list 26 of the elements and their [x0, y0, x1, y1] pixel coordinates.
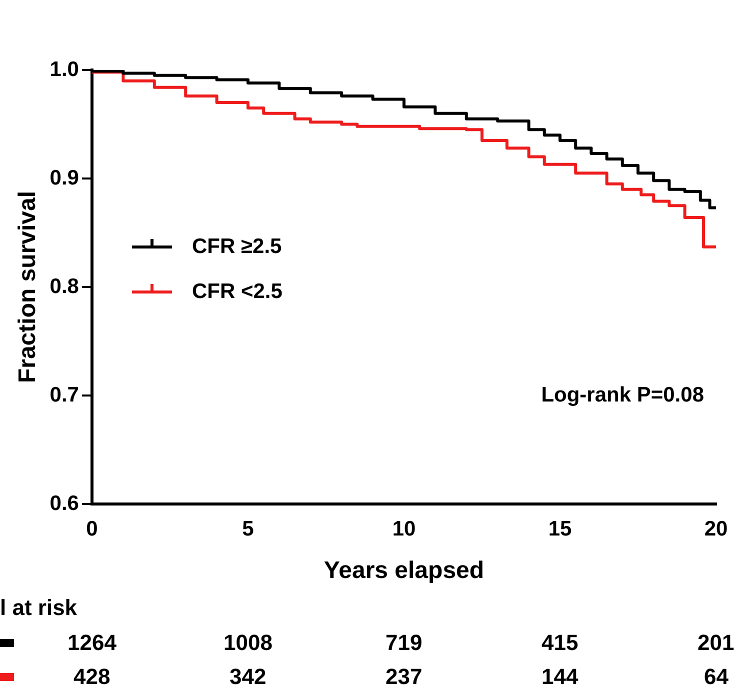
- x-tick-label: 5: [242, 517, 254, 540]
- y-tick-label: 0.8: [50, 274, 80, 298]
- y-axis-title: Fraction survival: [14, 190, 42, 384]
- y-tick-label: 0.9: [50, 166, 79, 190]
- text: 1264: [67, 630, 116, 656]
- x-tick-label: 15: [548, 517, 572, 540]
- legend-label: CFR <2.5: [192, 280, 283, 303]
- legend-label: CFR ≥2.5: [192, 234, 282, 258]
- text: 415: [541, 630, 578, 656]
- x-axis-title: Years elapsed: [324, 557, 484, 584]
- x-tick-label: 20: [704, 517, 728, 540]
- annotation: Log-rank P=0.08: [541, 383, 704, 406]
- y-tick-label: 0.7: [50, 383, 79, 406]
- text: l at risk: [0, 595, 78, 621]
- text: 64: [704, 664, 728, 690]
- text: 201: [698, 630, 734, 656]
- text: 1008: [223, 630, 272, 656]
- x-tick-label: 10: [392, 517, 416, 540]
- text: 237: [385, 664, 422, 690]
- text: 144: [541, 664, 578, 690]
- y-tick-label: 0.6: [50, 492, 79, 515]
- y-tick-label: 1.0: [50, 58, 79, 81]
- text: 428: [73, 664, 110, 690]
- text: 342: [229, 664, 266, 690]
- x-tick-label: 0: [86, 517, 98, 540]
- text: 719: [385, 630, 422, 656]
